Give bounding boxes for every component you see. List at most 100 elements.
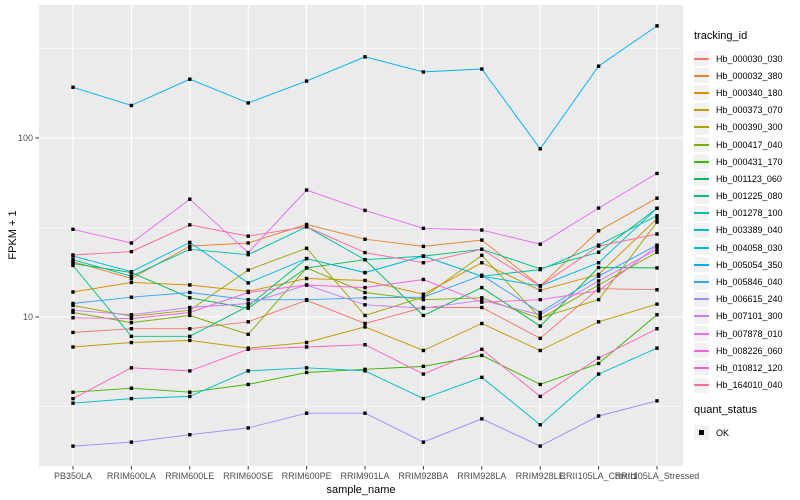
data-point [71, 396, 75, 401]
legend-color-line-icon [694, 126, 709, 129]
data-point [188, 244, 192, 248]
data-point [480, 305, 484, 310]
legend-item-label: Hb_008226_060 [716, 345, 783, 356]
data-point [421, 254, 426, 258]
legend-item: Hb_000030_030 [694, 50, 783, 67]
data-point [246, 320, 250, 324]
data-point [655, 214, 659, 218]
data-point [421, 70, 426, 74]
data-point [480, 300, 484, 304]
data-point [421, 261, 426, 265]
data-point [363, 208, 367, 213]
data-point [304, 345, 309, 349]
data-point [71, 310, 75, 315]
data-point [188, 310, 192, 315]
data-point [655, 313, 659, 317]
data-point [363, 285, 367, 290]
legend-key [694, 360, 709, 376]
legend-key [694, 308, 709, 324]
data-point [480, 273, 484, 277]
legend-color-line-icon [694, 298, 709, 301]
data-point [538, 147, 542, 151]
data-point [246, 297, 250, 302]
data-point [246, 252, 250, 257]
data-point [129, 280, 134, 285]
y-tick-label: 10 [23, 312, 33, 322]
data-point [246, 301, 250, 306]
legend-item: Hb_000390_300 [694, 119, 783, 136]
data-point [304, 222, 309, 227]
legend-item-label: Hb_000340_180 [716, 87, 783, 98]
legend-item: Hb_000417_040 [694, 136, 783, 153]
data-point [421, 348, 426, 353]
data-point [480, 321, 484, 326]
data-point [71, 401, 75, 405]
data-point [71, 261, 75, 266]
x-tick-label: RRII105LA_Stressed [615, 471, 700, 481]
legend-key [694, 68, 709, 84]
legend-key [694, 137, 709, 153]
data-point [655, 171, 659, 176]
data-point [71, 227, 75, 231]
legend-color-line-icon [694, 332, 709, 335]
data-point [363, 270, 367, 275]
data-point [596, 244, 601, 248]
data-point [246, 306, 250, 310]
legend-item: Hb_005054_350 [694, 256, 783, 273]
data-point [304, 411, 309, 415]
x-tick-label: RRIM600PE [282, 471, 332, 481]
legend-key [694, 326, 709, 342]
data-point [129, 103, 134, 108]
data-point [480, 261, 484, 265]
legend-item-label: Hb_007878_010 [716, 328, 783, 339]
data-point [71, 290, 75, 294]
legend-item: Hb_001123_060 [694, 170, 783, 187]
data-point [246, 281, 250, 285]
y-axis-title: FPKM + 1 [7, 210, 19, 260]
data-point [655, 288, 659, 292]
data-point [129, 241, 134, 245]
data-point [596, 356, 601, 360]
data-point [129, 327, 134, 331]
data-point [188, 433, 192, 437]
legend-item: Hb_010812_120 [694, 359, 783, 376]
data-point [188, 369, 192, 373]
data-point [538, 324, 542, 328]
data-point [596, 297, 601, 302]
data-point [129, 440, 134, 444]
x-tick-label: RRIM600LA [107, 471, 156, 481]
legend-item-label: Hb_001123_060 [716, 173, 782, 184]
legend-color-line-icon [694, 315, 709, 318]
legend-item: Hb_005846_040 [694, 273, 783, 290]
data-point [421, 440, 426, 444]
data-point [538, 242, 542, 246]
legend-color-line-icon [694, 366, 709, 369]
data-point [363, 321, 367, 326]
data-point [480, 285, 484, 290]
data-point [304, 79, 309, 83]
legend-key [694, 343, 709, 359]
quant-legend-title: quant_status [694, 404, 757, 416]
data-point [71, 316, 75, 320]
data-point [246, 268, 250, 272]
data-point [188, 338, 192, 343]
legend-item: Hb_007101_300 [694, 308, 783, 325]
x-tick-label: RRIM928BA [398, 471, 448, 481]
data-point [71, 253, 75, 257]
data-point [655, 266, 659, 270]
data-point [304, 266, 309, 270]
data-point [363, 369, 367, 373]
legend-quant-status: quant_status OK [694, 404, 757, 441]
data-point [363, 290, 367, 295]
data-point [655, 346, 659, 350]
data-point [655, 244, 659, 248]
data-point [480, 238, 484, 242]
y-tick-label: 100 [18, 133, 33, 143]
data-point [480, 67, 484, 71]
data-point [188, 283, 192, 287]
data-point [246, 241, 250, 245]
data-point [655, 247, 659, 251]
legend-item: Hb_003389_040 [694, 222, 783, 239]
legend-item: Hb_008226_060 [694, 342, 783, 359]
data-point [538, 423, 542, 427]
